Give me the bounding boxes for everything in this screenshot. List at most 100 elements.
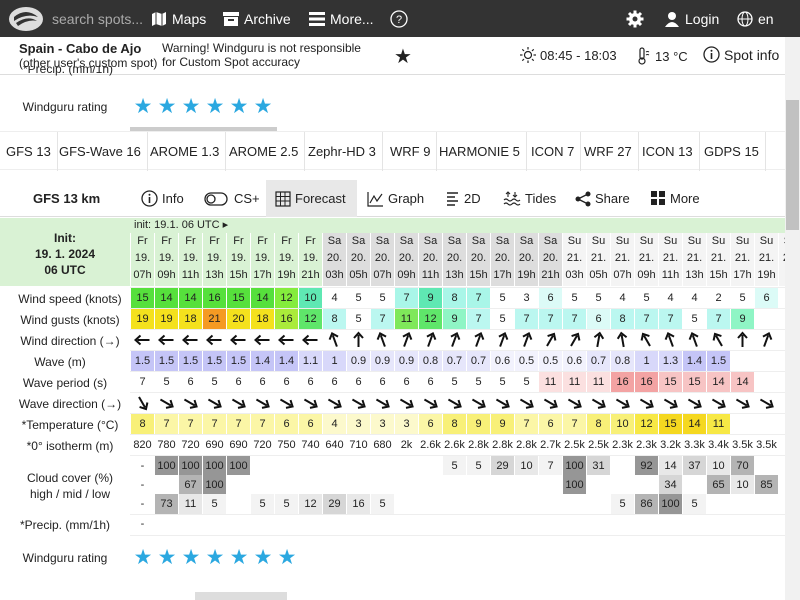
wave-period-cell: 15 (683, 372, 706, 392)
nav-more-label: More... (330, 10, 374, 27)
tab-2d[interactable]: 2D (446, 180, 481, 217)
cloud-low-cell (587, 494, 610, 514)
temperature-cell: 7 (563, 414, 586, 434)
model-tab[interactable]: GFS 13 (0, 132, 58, 171)
warning-line-1: Warning! Windguru is not responsible (162, 41, 361, 55)
wind-speed-cell: 5 (731, 288, 754, 308)
wind-gusts-cell: 5 (491, 309, 514, 329)
model-tab[interactable]: WRF 9 (384, 132, 438, 171)
spot-info-button[interactable]: Spot info (703, 46, 779, 63)
model-tab[interactable]: ICON 7 (525, 132, 582, 171)
wave-cell: 1.5 (707, 351, 730, 371)
wave-direction-arrow-icon (423, 398, 438, 409)
bottom-scroll-indicator[interactable] (195, 592, 287, 600)
cloud-low-cell (419, 494, 442, 514)
nav-archive[interactable]: Archive (223, 0, 291, 37)
tab-forecast[interactable]: Forecast (266, 180, 357, 217)
cloud-mid-cell (155, 475, 178, 495)
search-input[interactable] (52, 9, 148, 29)
forecast-column-header: Fr 19. 09h (155, 233, 178, 286)
forecast-column-header: Sa 20. 03h (323, 233, 346, 286)
model-tab[interactable]: Zephr-HD 3 (302, 132, 383, 171)
label-wind-speed: Wind speed (knots) (18, 292, 122, 306)
rating-star-icon: ★ (181, 95, 201, 118)
column-header-text: 15h (229, 269, 248, 281)
forecast-column-header: Sa 20. 07h (371, 233, 394, 286)
cloud-mid-cell (419, 475, 442, 495)
column-header-text: Sa (543, 235, 558, 247)
column-header-text: Sa (519, 235, 534, 247)
wind-gusts-cell: 7 (563, 309, 586, 329)
column-header-text: 17h (493, 269, 512, 281)
forecast-model-name: GFS 13 km (33, 191, 101, 206)
temperature-cell: 8 (587, 414, 610, 434)
isotherm-cell: 2.5k (587, 435, 610, 455)
cloud-low-cell (539, 494, 562, 514)
column-header-text: 21. (662, 252, 679, 264)
isotherm-cell: 2k (395, 435, 418, 455)
temperature-cell: 7 (155, 414, 178, 434)
tab-share[interactable]: Share (575, 180, 630, 217)
wave-period-cell: 6 (395, 372, 418, 392)
wave-period-cell: 7 (131, 372, 154, 392)
isotherm-cell: 690 (203, 435, 226, 455)
isotherm-cell: 3.2k (659, 435, 682, 455)
temperature-text: 13 °C (655, 48, 688, 64)
wave-period-cell: 16 (635, 372, 658, 392)
wind-speed-cell: 7 (467, 288, 490, 308)
login-button[interactable]: Login (664, 0, 719, 37)
model-tab[interactable]: GFS-Wave 16 (53, 132, 148, 171)
wave-cell: 0.6 (563, 351, 586, 371)
tab-info[interactable]: Info (141, 180, 184, 217)
isotherm-cell: 720 (251, 435, 274, 455)
wave-cell: 0.7 (587, 351, 610, 371)
model-tab[interactable]: WRF 27 (578, 132, 639, 171)
column-header-text: 19. (206, 252, 223, 264)
tab-graph[interactable]: Graph (367, 180, 424, 217)
favorite-star-icon[interactable]: ★ (394, 46, 412, 68)
wave-period-cell: 6 (251, 372, 274, 392)
init-line[interactable]: init: 19.1. 06 UTC ▸ (130, 218, 785, 233)
temperature-cell: 15 (659, 414, 682, 434)
forecast-column-header: Sa 20. 15h (467, 233, 490, 286)
wind-gusts-cell: 19 (155, 309, 178, 329)
model-tab[interactable]: AROME 1.3 (144, 132, 227, 171)
tab-more[interactable]: More (651, 180, 700, 217)
wind-speed-cell: 14 (251, 288, 274, 308)
rating-star-icon: ★ (253, 95, 273, 118)
language-button[interactable]: en (737, 0, 774, 37)
tab-tides[interactable]: Tides (503, 180, 556, 217)
nav-maps[interactable]: Maps (151, 0, 206, 37)
wave-direction-arrow-icon (207, 398, 222, 409)
cloud-high-cell (275, 456, 298, 476)
model-tab[interactable]: AROME 2.5 (223, 132, 306, 171)
column-header-text: 19. (254, 252, 271, 264)
model-tab[interactable]: HARMONIE 5 (433, 132, 527, 171)
temperature-cell: 7 (515, 414, 538, 434)
model-tab[interactable]: GDPS 15 (698, 132, 766, 171)
user-icon (665, 11, 679, 27)
wave-direction-arrow-icon (567, 398, 582, 409)
cloud-mid-cell (515, 475, 538, 495)
column-header-text: Su (567, 235, 582, 247)
column-header-text: Sa (423, 235, 438, 247)
spot-info-label: Spot info (724, 46, 780, 63)
wave-period-cell: 15 (659, 372, 682, 392)
help-button[interactable]: ? (390, 0, 413, 37)
settings-button[interactable] (626, 0, 649, 37)
label-wind-direction: Wind direction (→) (20, 334, 120, 348)
rating-star-icon: ★ (205, 95, 225, 118)
column-header-text: 13h (205, 269, 224, 281)
temperature-cell: 14 (683, 414, 706, 434)
column-header-text: Fr (281, 235, 292, 247)
cloud-mid-cell (467, 475, 490, 495)
tab-cs-plus[interactable]: CS+ (204, 180, 260, 217)
upper-scroll-indicator[interactable] (130, 127, 277, 131)
windguru-logo-icon[interactable] (6, 5, 46, 33)
scrollbar-thumb[interactable] (786, 100, 799, 230)
model-tab[interactable]: ICON 13 (636, 132, 700, 171)
nav-more[interactable]: More... (309, 0, 374, 37)
wind-gusts-cell: 8 (323, 309, 346, 329)
wave-cell: 1.5 (227, 351, 250, 371)
row-divider (130, 434, 785, 435)
